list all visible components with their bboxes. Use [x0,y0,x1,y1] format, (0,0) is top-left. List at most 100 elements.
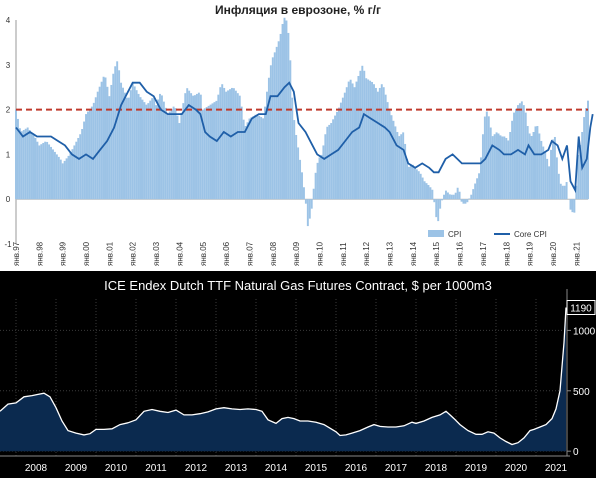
cpi-bar [102,76,105,200]
cpi-bar [258,115,261,200]
cpi-bar [579,144,582,200]
cpi-bar [458,191,461,200]
cpi-bar [495,132,498,200]
cpi-bar [65,158,68,200]
cpi-bar [528,133,531,200]
cpi-bar [15,109,17,200]
cpi-bar [205,107,208,200]
x-tick-label: янв.01 [105,241,114,266]
cpi-bar [429,187,432,200]
cpi-bar [256,114,259,200]
cpi-bar [487,116,490,200]
cpi-bar [44,141,47,200]
cpi-bar [425,183,428,200]
cpi-bar [221,84,224,200]
cpi-bar [219,87,222,200]
last-value-badge: 1190 [566,300,596,315]
cpi-bar [445,190,447,200]
x-tick-label: 2013 [225,463,248,474]
cpi-bar [242,119,245,200]
x-tick-label: янв.08 [269,241,278,266]
cpi-bar [151,98,154,200]
x-tick-label: 2014 [265,463,288,474]
cpi-bar [153,97,156,200]
cpi-bar [373,84,375,200]
x-tick-label: янв.12 [362,241,371,266]
cpi-bar [201,109,204,200]
cpi-bar [320,154,323,200]
cpi-bar [22,130,25,200]
cpi-bar [248,118,251,200]
cpi-bar [493,134,496,200]
cpi-bar [149,100,152,200]
cpi-bar [155,105,158,200]
x-tick-label: янв.03 [152,241,161,266]
cpi-bar [168,111,171,200]
cpi-bar [77,137,80,200]
cpi-bar [293,120,296,200]
cpi-bar [382,87,385,200]
cpi-bar [516,105,519,200]
cpi-bar [232,88,235,200]
cpi-bar [75,141,78,200]
cpi-bar [160,95,163,200]
cpi-bar [94,97,97,200]
cpi-bar [51,149,54,200]
cpi-bar [262,118,265,200]
cpi-bar [114,66,117,200]
cpi-bar [386,102,389,200]
cpi-bar [316,162,319,200]
cpi-bar [81,129,84,200]
cpi-bar [96,91,99,200]
cpi-bar [363,70,366,200]
cpi-bar [337,107,340,200]
cpi-bar [207,105,210,200]
x-tick-label: янв.10 [316,241,325,266]
x-tick-label: янв.97 [12,241,21,266]
cpi-bar [34,137,37,200]
x-tick-label: 2018 [425,463,448,474]
cpi-bar [349,79,352,200]
y-tick-label: 1 [6,150,11,159]
cpi-bar [468,198,471,200]
cpi-bar [470,194,473,200]
cpi-bar [336,111,338,200]
cpi-bar [106,86,109,200]
cpi-bar [318,157,321,200]
cpi-bar [127,97,130,200]
cpi-bar [57,156,60,200]
cpi-bar [269,65,272,200]
cpi-bar [275,46,278,200]
cpi-bar [553,136,556,200]
cpi-bar [302,187,305,200]
y-tick-label: 2 [6,106,11,115]
cpi-bar [209,104,212,200]
cpi-bar [454,192,457,200]
cpi-bar [330,123,333,200]
cpi-bar [419,173,422,200]
cpi-bar [347,81,350,200]
cpi-bar [328,124,331,200]
cpi-bar [213,102,216,200]
cpi-bar [79,134,82,200]
cpi-bar [36,141,39,200]
cpi-bar [137,93,140,200]
y-tick-label: 0 [6,195,11,204]
x-tick-label: янв.17 [479,241,488,266]
cpi-bar [264,106,267,200]
cpi-bar [246,122,249,200]
cpi-bar [505,137,508,200]
cpi-bar [466,199,469,203]
cpi-bar [314,172,317,200]
cpi-bar [565,182,568,200]
legend-label-cpi: CPI [448,230,461,239]
x-tick-label: янв.15 [432,241,441,266]
cpi-bar [378,87,381,200]
y-tick-label: 1000 [573,326,596,337]
cpi-bar [573,199,576,213]
cpi-bar [61,163,64,200]
cpi-bar [227,90,230,200]
cpi-bar [279,33,282,200]
cpi-bar [353,87,356,200]
cpi-bar [217,94,220,200]
